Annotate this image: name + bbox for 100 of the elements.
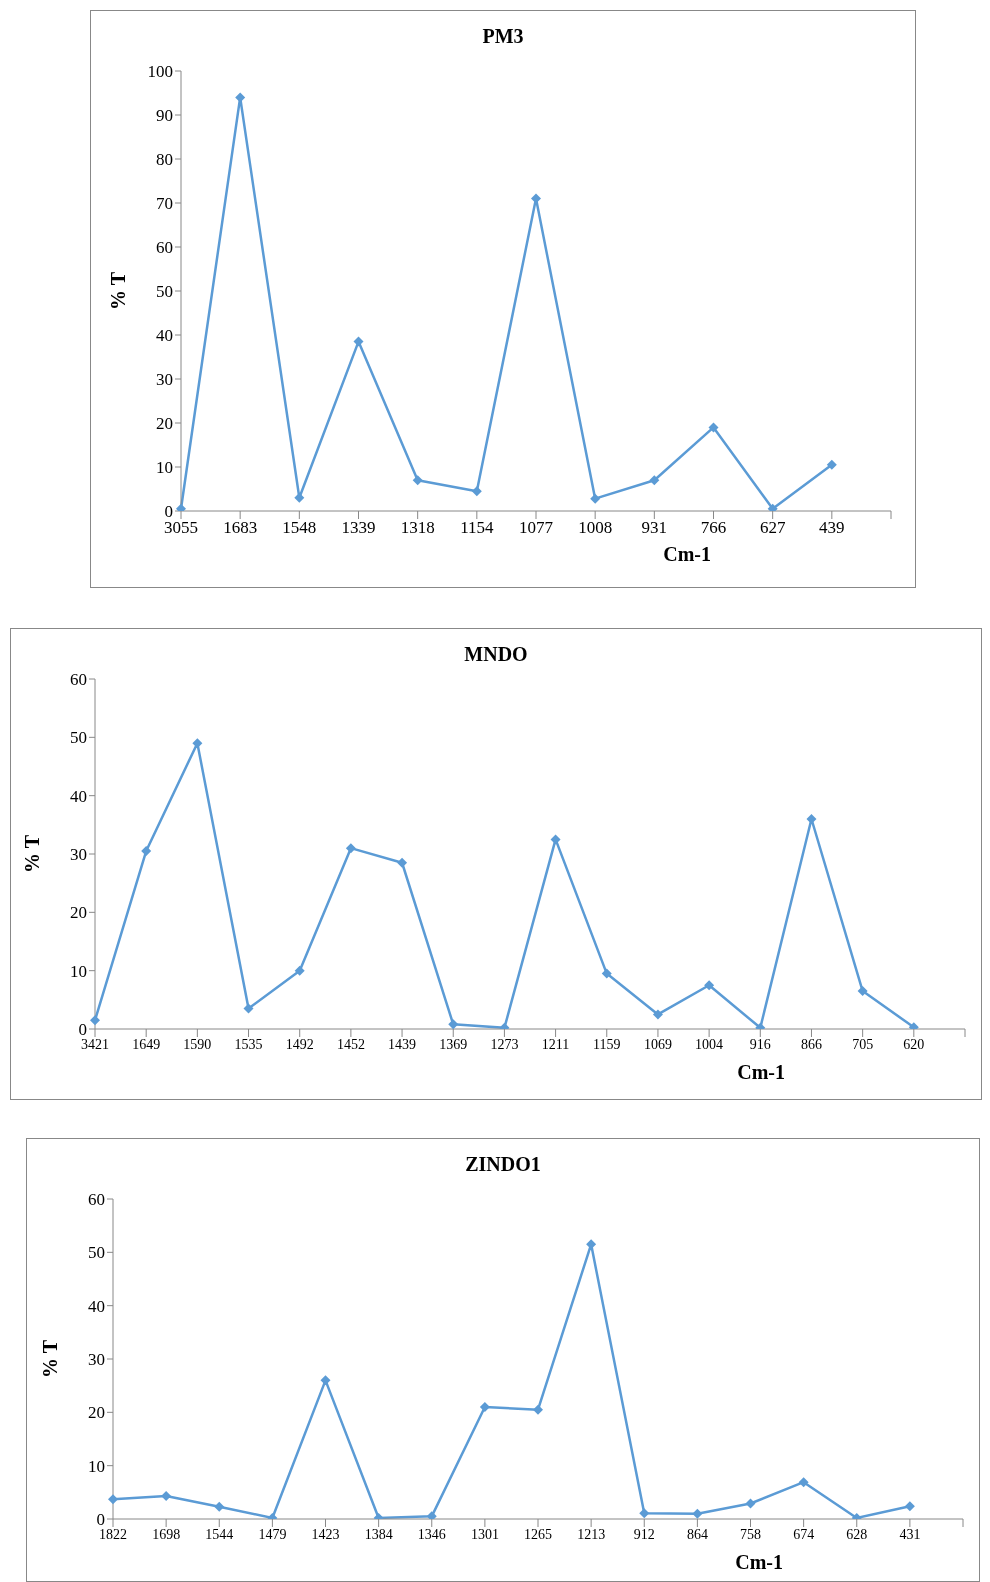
y-tick-label: 10 <box>70 961 87 981</box>
x-tick-label: 916 <box>749 1036 771 1052</box>
x-tick-label: 1683 <box>223 518 258 538</box>
point <box>533 1404 543 1415</box>
x-tick-label: 1318 <box>400 518 435 538</box>
y-tick-label: 30 <box>88 1350 105 1370</box>
x-tick-label: 758 <box>740 1526 761 1542</box>
x-tick-label: 1301 <box>470 1526 499 1542</box>
y-tick-label: 80 <box>156 150 173 170</box>
x-tick-label: 1069 <box>643 1036 672 1052</box>
x-tick-label: 1649 <box>132 1036 161 1052</box>
point <box>857 986 868 997</box>
point <box>426 1511 437 1519</box>
y-axis-title: % T <box>39 1339 62 1378</box>
x-tick-label: 674 <box>793 1526 815 1542</box>
y-axis-title: % T <box>21 834 44 873</box>
x-tick-label: 912 <box>633 1526 655 1542</box>
y-tick-label: 30 <box>70 845 87 865</box>
point <box>479 1402 490 1412</box>
point <box>108 1494 118 1505</box>
y-tick-label: 10 <box>88 1456 105 1476</box>
point <box>141 846 152 857</box>
x-tick-label: 1698 <box>152 1526 181 1542</box>
x-tick-label: 1548 <box>282 518 317 538</box>
point <box>397 857 408 868</box>
point <box>767 503 778 511</box>
x-tick-label: 1211 <box>541 1036 570 1052</box>
x-tick-label: 705 <box>852 1036 874 1052</box>
y-tick-label: 20 <box>156 414 173 434</box>
x-tick-label: 1265 <box>524 1526 552 1542</box>
x-tick-label: 1077 <box>519 518 554 538</box>
x-tick-label: 627 <box>759 518 786 538</box>
y-tick-label: 70 <box>156 194 173 214</box>
x-tick-label: 1159 <box>593 1036 621 1052</box>
x-tick-label: 864 <box>686 1526 708 1542</box>
point <box>745 1498 756 1509</box>
x-tick-label: 1423 <box>311 1526 340 1542</box>
y-tick-label: 40 <box>70 786 87 806</box>
y-tick-label: 90 <box>156 106 173 126</box>
y-tick-label: 30 <box>156 370 173 390</box>
point <box>550 834 561 845</box>
x-tick-label: 1008 <box>578 518 613 538</box>
x-tick-label: 1492 <box>285 1036 314 1052</box>
point <box>294 965 305 976</box>
y-tick-label: 60 <box>88 1190 105 1210</box>
point <box>601 968 612 979</box>
y-tick-label: 50 <box>88 1243 105 1263</box>
point <box>798 1477 809 1488</box>
point <box>826 459 837 470</box>
x-tick-label: 1544 <box>205 1526 234 1542</box>
point <box>161 1491 172 1502</box>
x-tick-label: 1384 <box>364 1526 393 1542</box>
point <box>412 475 423 486</box>
y-tick-label: 20 <box>88 1403 105 1423</box>
point <box>692 1508 703 1519</box>
y-axis-title: % T <box>107 271 130 310</box>
point <box>652 1009 663 1020</box>
x-axis-title: Cm-1 <box>735 1551 783 1573</box>
point <box>649 475 660 486</box>
y-tick-label: 20 <box>70 903 87 923</box>
point <box>448 1019 459 1029</box>
y-tick-label: 100 <box>147 62 173 82</box>
x-tick-label: 1479 <box>258 1526 287 1542</box>
y-tick-label: 10 <box>156 458 173 478</box>
point <box>590 493 601 504</box>
chart-title: MNDO <box>463 643 529 666</box>
x-tick-label: 628 <box>846 1526 868 1542</box>
y-tick-label: 40 <box>88 1296 105 1316</box>
x-tick-label: 439 <box>819 518 845 538</box>
x-tick-label: 1452 <box>336 1036 365 1052</box>
y-tick-label: 50 <box>70 728 87 748</box>
point <box>345 843 356 854</box>
chart-title: ZINDO1 <box>464 1153 542 1176</box>
x-tick-label: 431 <box>899 1526 921 1542</box>
point <box>806 814 817 824</box>
x-tick-label: 620 <box>903 1036 925 1052</box>
point <box>214 1501 225 1512</box>
x-axis-title: Cm-1 <box>663 543 711 565</box>
point <box>243 1003 254 1014</box>
point <box>639 1508 650 1519</box>
point <box>704 980 715 991</box>
x-tick-label: 1590 <box>183 1036 212 1052</box>
point <box>353 336 364 347</box>
x-tick-label: 1273 <box>490 1036 519 1052</box>
point <box>904 1501 915 1512</box>
x-tick-label: 1004 <box>695 1036 724 1052</box>
point <box>320 1375 331 1386</box>
x-tick-label: 1213 <box>577 1526 606 1542</box>
x-tick-label: 1535 <box>234 1036 263 1052</box>
x-tick-label: 766 <box>700 518 727 538</box>
point <box>708 422 719 433</box>
x-tick-label: 1346 <box>417 1526 446 1542</box>
chart-title: PM3 <box>481 25 525 48</box>
point <box>90 1015 100 1026</box>
x-axis-title: Cm-1 <box>737 1061 785 1083</box>
y-tick-label: 50 <box>156 282 173 302</box>
x-tick-label: 1154 <box>460 518 495 538</box>
x-tick-label: 866 <box>800 1036 822 1052</box>
y-tick-label: 60 <box>156 238 173 258</box>
point <box>471 486 482 497</box>
